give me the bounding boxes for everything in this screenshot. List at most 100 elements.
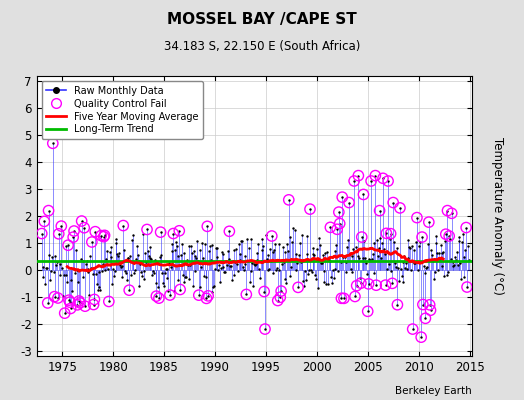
Point <box>67 305 75 312</box>
Point <box>157 252 166 258</box>
Point <box>321 250 330 256</box>
Point <box>234 267 242 274</box>
Point <box>398 259 407 266</box>
Point <box>443 208 452 214</box>
Point <box>89 270 97 277</box>
Point <box>320 279 329 286</box>
Point <box>112 240 120 246</box>
Point <box>357 280 365 286</box>
Point <box>156 254 164 261</box>
Point <box>238 238 246 244</box>
Point <box>91 228 100 235</box>
Point <box>334 268 342 274</box>
Point <box>372 282 380 288</box>
Point <box>125 287 134 293</box>
Point <box>190 268 199 274</box>
Point <box>363 271 371 277</box>
Point <box>332 242 341 248</box>
Point <box>217 248 226 255</box>
Point <box>110 272 118 279</box>
Point <box>335 220 344 227</box>
Point <box>235 256 244 263</box>
Point <box>211 265 219 272</box>
Point <box>121 268 129 274</box>
Point <box>127 237 136 243</box>
Point <box>442 231 450 237</box>
Point <box>179 272 187 279</box>
Point <box>56 261 64 267</box>
Point <box>84 269 93 276</box>
Point <box>124 255 133 261</box>
Point <box>315 235 323 242</box>
Point <box>137 269 145 275</box>
Point <box>316 242 324 248</box>
Point <box>71 270 79 276</box>
Point <box>45 208 53 214</box>
Point <box>286 273 294 280</box>
Text: MOSSEL BAY /CAPE ST: MOSSEL BAY /CAPE ST <box>167 12 357 27</box>
Point <box>45 208 53 214</box>
Point <box>417 334 425 340</box>
Point <box>303 251 312 257</box>
Point <box>306 206 314 212</box>
Point <box>420 270 429 276</box>
Point <box>78 218 86 224</box>
Point <box>195 284 204 290</box>
Point <box>387 268 396 274</box>
Point <box>102 256 111 262</box>
Point <box>330 275 338 281</box>
Point <box>204 293 212 299</box>
Point <box>283 248 292 254</box>
Point <box>73 302 82 308</box>
Point <box>335 209 343 215</box>
Point <box>54 231 63 237</box>
Point <box>214 267 223 273</box>
Point <box>138 273 146 279</box>
Point <box>101 232 109 238</box>
Point <box>80 224 89 231</box>
Point <box>42 264 51 271</box>
Point <box>338 194 346 200</box>
Point <box>93 281 101 287</box>
Point <box>143 226 151 233</box>
Point <box>438 250 446 256</box>
Point <box>338 194 346 200</box>
Point <box>198 240 206 246</box>
Point <box>119 222 127 229</box>
Point <box>268 233 276 239</box>
Point <box>40 218 49 224</box>
Point <box>380 246 388 252</box>
Point <box>105 249 114 256</box>
Point <box>267 258 275 264</box>
Point <box>271 241 279 247</box>
Point <box>328 280 336 286</box>
Point <box>307 267 315 273</box>
Point <box>260 288 268 295</box>
Point <box>246 235 255 242</box>
Point <box>70 228 78 234</box>
Point <box>443 208 452 214</box>
Point <box>127 272 135 278</box>
Point <box>64 242 72 248</box>
Point <box>311 272 319 278</box>
Point <box>203 223 212 230</box>
Point <box>276 294 285 300</box>
Point <box>77 256 85 262</box>
Point <box>253 256 261 263</box>
Point <box>435 256 444 262</box>
Point <box>67 305 75 312</box>
Point <box>172 243 181 250</box>
Point <box>230 246 238 253</box>
Point <box>51 253 60 259</box>
Point <box>156 229 165 235</box>
Point <box>232 246 241 252</box>
Point <box>413 214 421 221</box>
Point <box>337 295 346 302</box>
Point <box>276 294 285 300</box>
Point <box>129 232 138 238</box>
Point <box>210 282 219 289</box>
Point <box>312 276 320 282</box>
Point <box>49 269 58 276</box>
Point <box>185 276 194 283</box>
Point <box>248 260 256 266</box>
